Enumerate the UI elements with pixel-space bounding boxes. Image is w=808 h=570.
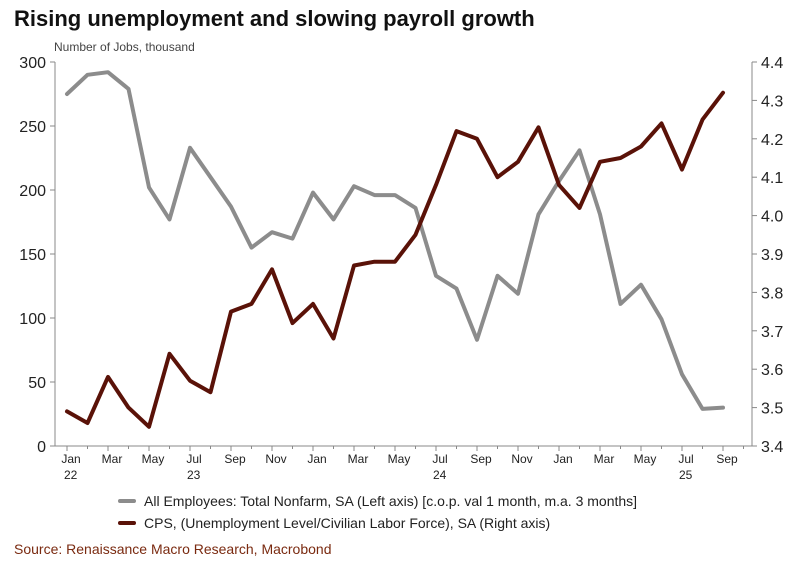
y-left-tick-label: 50 (28, 375, 46, 392)
y-axis-right-ticks: 3.4 3.5 3.6 3.7 3.8 3.9 4.0 4.1 4.2 4.3 4.4 (752, 55, 783, 456)
series-layer (65, 70, 725, 429)
legend-swatch-nonfarm (118, 499, 136, 503)
y-left-tick-label: 100 (19, 311, 46, 328)
y-right-tick-label: 4.2 (761, 132, 783, 149)
legend-label-unemployment: CPS, (Unemployment Level/Civilian Labor … (144, 515, 551, 531)
chart-title: Rising unemployment and slowing payroll … (14, 6, 535, 31)
x-tick-label: Jan (61, 452, 80, 466)
y-left-tick-label: 300 (19, 55, 46, 72)
y-right-tick-label: 3.4 (761, 439, 783, 456)
x-tick-label: Nov (511, 452, 532, 466)
series-line-unemployment (65, 90, 725, 429)
source-note: Source: Renaissance Macro Research, Macr… (14, 541, 332, 557)
y-right-tick-label: 3.7 (761, 324, 783, 341)
y-right-tick-label: 4.1 (761, 170, 783, 187)
x-tick-label: Mar (594, 452, 615, 466)
series-line-nonfarm (65, 70, 725, 411)
y-axis-left-label: Number of Jobs, thousand (54, 40, 195, 54)
chart-plot: 0 50 100 150 200 250 300 3.4 3.5 3.6 3.7 3.8 3.9 4.0… (19, 55, 783, 482)
x-tick-label: Mar (348, 452, 369, 466)
x-tick-label: Sep (716, 452, 738, 466)
legend-label-nonfarm: All Employees: Total Nonfarm, SA (Left a… (144, 493, 638, 509)
y-right-tick-label: 3.5 (761, 401, 783, 418)
x-tick-year-label: 24 (433, 468, 447, 482)
y-left-tick-label: 250 (19, 119, 46, 136)
y-axis-left-ticks: 0 50 100 150 200 250 300 (19, 55, 55, 456)
legend: All Employees: Total Nonfarm, SA (Left a… (118, 490, 637, 534)
y-right-tick-label: 3.6 (761, 362, 783, 379)
x-tick-label: Nov (265, 452, 286, 466)
x-tick-label: Jul (678, 452, 693, 466)
y-right-tick-label: 3.9 (761, 247, 783, 264)
x-tick-label: May (388, 452, 411, 466)
legend-item-unemployment: CPS, (Unemployment Level/Civilian Labor … (118, 512, 637, 534)
x-tick-year-label: 22 (64, 468, 78, 482)
x-tick-year-label: 23 (187, 468, 201, 482)
y-left-tick-label: 0 (37, 439, 46, 456)
x-tick-label: Jan (307, 452, 326, 466)
x-tick-label: Jul (186, 452, 201, 466)
y-right-tick-label: 4.0 (761, 209, 783, 226)
y-right-tick-label: 3.8 (761, 285, 783, 302)
x-tick-label: Mar (102, 452, 123, 466)
y-left-tick-label: 150 (19, 247, 46, 264)
x-axis-ticks: Jan 22 Mar May Jul 23 Sep Nov Jan Mar May Jul 24 Sep N… (61, 446, 744, 482)
x-tick-label: Jul (432, 452, 447, 466)
legend-swatch-unemployment (118, 521, 136, 525)
x-tick-label: Jan (553, 452, 572, 466)
x-tick-label: Sep (224, 452, 246, 466)
x-tick-year-label: 25 (679, 468, 693, 482)
y-right-tick-label: 4.3 (761, 93, 783, 110)
x-tick-label: May (634, 452, 657, 466)
legend-item-nonfarm: All Employees: Total Nonfarm, SA (Left a… (118, 490, 637, 512)
y-left-tick-label: 200 (19, 183, 46, 200)
x-tick-label: May (142, 452, 165, 466)
x-tick-label: Sep (470, 452, 492, 466)
y-right-tick-label: 4.4 (761, 55, 783, 72)
